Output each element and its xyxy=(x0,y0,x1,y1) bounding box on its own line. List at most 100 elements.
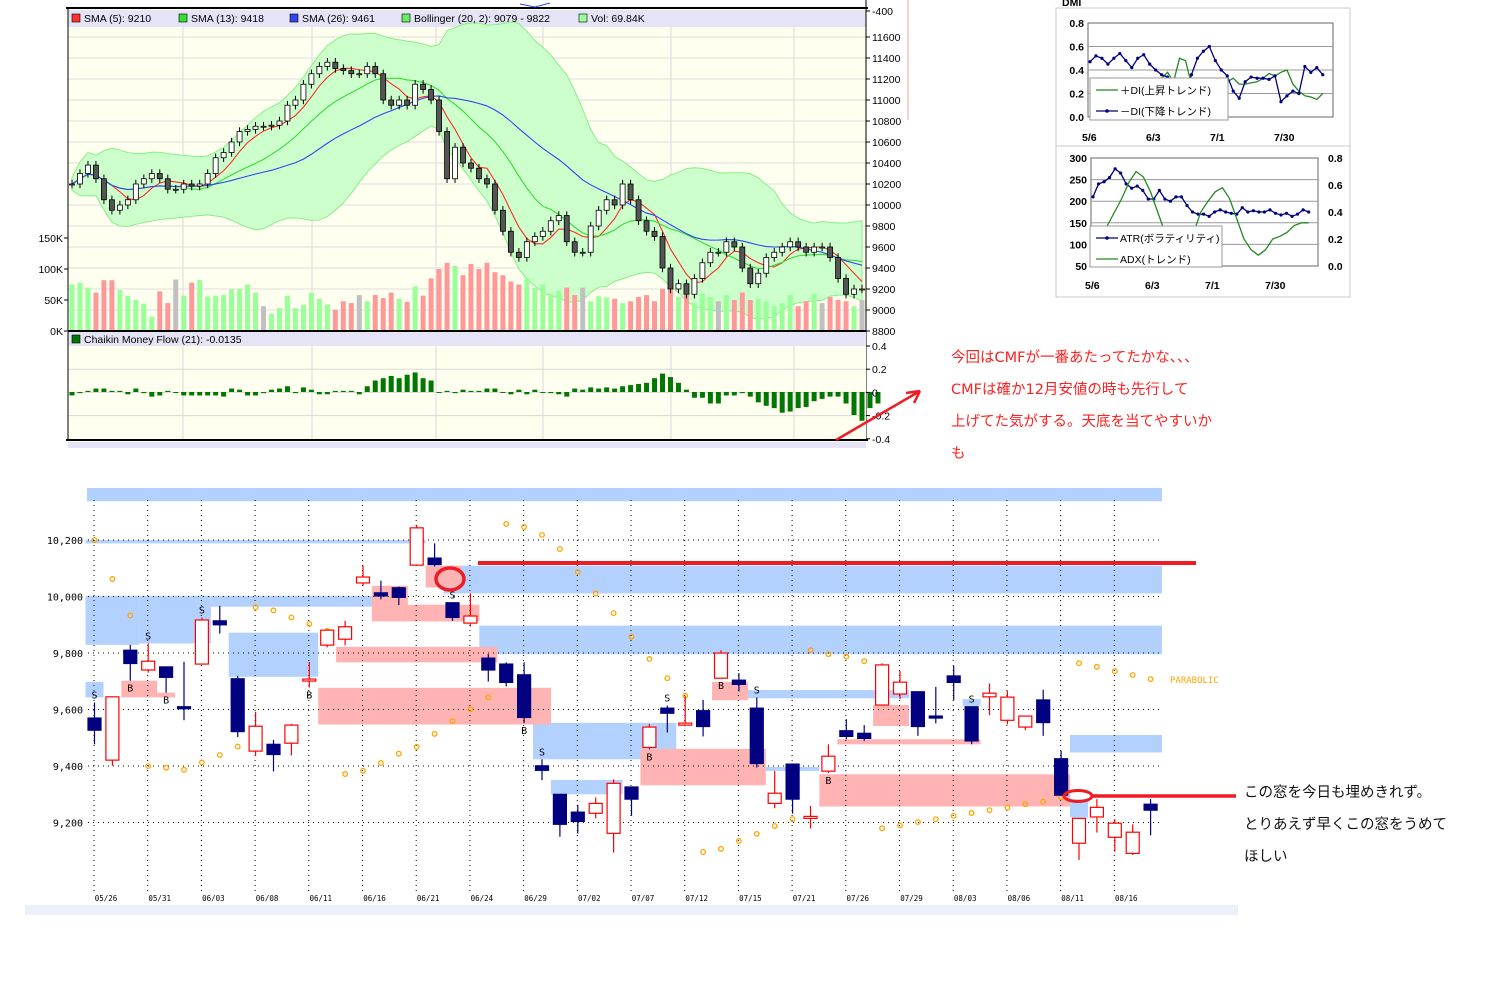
x-tick-label: 05/31 xyxy=(148,894,171,903)
volume-bar xyxy=(516,284,522,331)
candle xyxy=(892,681,908,695)
candle xyxy=(707,251,714,264)
candle xyxy=(606,782,621,834)
x-tick-label: 06/03 xyxy=(202,894,225,903)
candle xyxy=(731,679,747,686)
candle xyxy=(595,209,602,227)
cmf-bar xyxy=(340,390,346,392)
candle xyxy=(427,557,442,566)
volume-bar xyxy=(189,282,195,331)
candle xyxy=(300,83,307,101)
series-point xyxy=(1315,66,1319,70)
y-tick-label: 0.8 xyxy=(1069,18,1084,30)
candle xyxy=(739,246,746,269)
volume-bar xyxy=(620,303,626,331)
prior-series-fragment xyxy=(519,2,551,8)
signal-labels: S S S S S S S S B B B B B B B xyxy=(91,591,974,787)
candle xyxy=(141,660,156,671)
y-tick-label: 10,000 xyxy=(47,593,83,604)
series-point xyxy=(1207,44,1211,49)
volume-bar xyxy=(380,298,386,331)
volume-bar xyxy=(165,303,171,331)
cmf-bar xyxy=(85,390,91,392)
comment-line: 今回はCMFが一番あたってたかな、、、 xyxy=(951,350,1199,366)
candle xyxy=(523,241,530,258)
candle xyxy=(579,251,586,254)
series-point xyxy=(1130,186,1134,190)
signal-buy-label: B xyxy=(825,776,831,787)
volume-bar xyxy=(572,295,578,331)
volume-bar xyxy=(540,284,546,331)
cmf-bar xyxy=(532,389,538,392)
price-tick-label: 9000 xyxy=(872,305,896,317)
x-tick-label: 08/16 xyxy=(1115,894,1138,903)
series-point xyxy=(1190,210,1195,214)
signal-sell-label: S xyxy=(449,591,455,602)
cmf-bar xyxy=(787,392,793,412)
cmf-bar xyxy=(237,389,243,392)
candle xyxy=(355,576,371,584)
gap-comment: この窓を今日も埋めきれず。 とりあえず早くこの窓をうめて ほしい xyxy=(1244,777,1447,873)
series-point xyxy=(1229,211,1233,215)
price-tick-label: -400 xyxy=(872,6,893,18)
legend-label: ＋DI(上昇トレンド) xyxy=(1120,85,1211,97)
candle xyxy=(667,267,674,290)
volume-bar xyxy=(636,296,642,331)
volume-bar xyxy=(197,280,203,331)
cmf-bar xyxy=(675,382,681,392)
candle xyxy=(946,675,961,684)
series-point xyxy=(1185,203,1189,208)
price-tick-label: 8800 xyxy=(872,326,896,338)
candle xyxy=(715,251,722,254)
series-point xyxy=(1273,211,1278,215)
volume-bar xyxy=(835,300,841,331)
series-point xyxy=(1290,214,1294,218)
candle xyxy=(372,66,379,75)
series-point xyxy=(1249,75,1253,79)
sar-point xyxy=(700,849,707,855)
series-point xyxy=(1267,77,1271,81)
series-point xyxy=(1307,210,1311,214)
price-tick-label: 9400 xyxy=(872,263,896,275)
candle xyxy=(635,199,642,222)
sar-point xyxy=(485,694,492,701)
volume-bar xyxy=(388,292,394,331)
legend-label: SMA (13): 9418 xyxy=(191,13,264,25)
legend-label: SMA (26): 9461 xyxy=(302,13,375,25)
cmf-bar xyxy=(300,387,306,392)
price-tick-label: 11400 xyxy=(872,53,901,65)
volume-bar xyxy=(787,295,793,331)
candle xyxy=(534,765,550,771)
cmf-bar xyxy=(500,392,506,393)
volume-bar xyxy=(213,295,219,331)
series-line xyxy=(1089,45,1324,103)
series-point xyxy=(1291,89,1295,93)
volume-bar xyxy=(69,284,75,331)
comment-line: CMFは確か12月安値の時も先行して xyxy=(951,382,1189,398)
cmf-bar xyxy=(268,389,274,392)
series-point xyxy=(1189,73,1194,77)
sar-point xyxy=(198,759,205,766)
price-legend: SMA (5): 9210 SMA (13): 9418 SMA (26): 946… xyxy=(71,13,645,25)
x-tick-label: 06/16 xyxy=(363,894,386,903)
cmf-bar xyxy=(731,392,737,396)
volume-bar xyxy=(803,301,809,331)
volume-tick-label: 100K xyxy=(38,264,63,276)
candle xyxy=(340,68,347,71)
cmf-bar xyxy=(540,392,546,393)
candle xyxy=(148,173,155,180)
price-tick-label: 11200 xyxy=(872,74,901,86)
legend-label: ATR(ボラティリティ) xyxy=(1120,233,1219,245)
series-point xyxy=(1279,100,1283,104)
x-tick-label: 6/3 xyxy=(1146,132,1161,144)
candle xyxy=(194,619,209,665)
cmf-bar xyxy=(292,392,298,394)
series-point xyxy=(1157,188,1161,192)
price-tick-label: 9200 xyxy=(872,284,896,296)
sar-point xyxy=(556,546,563,552)
sar-point xyxy=(1022,801,1029,808)
candle xyxy=(85,164,91,174)
x-tick-label: 7/1 xyxy=(1205,280,1220,292)
candle xyxy=(827,246,833,258)
signal-sell-label: S xyxy=(969,695,975,706)
